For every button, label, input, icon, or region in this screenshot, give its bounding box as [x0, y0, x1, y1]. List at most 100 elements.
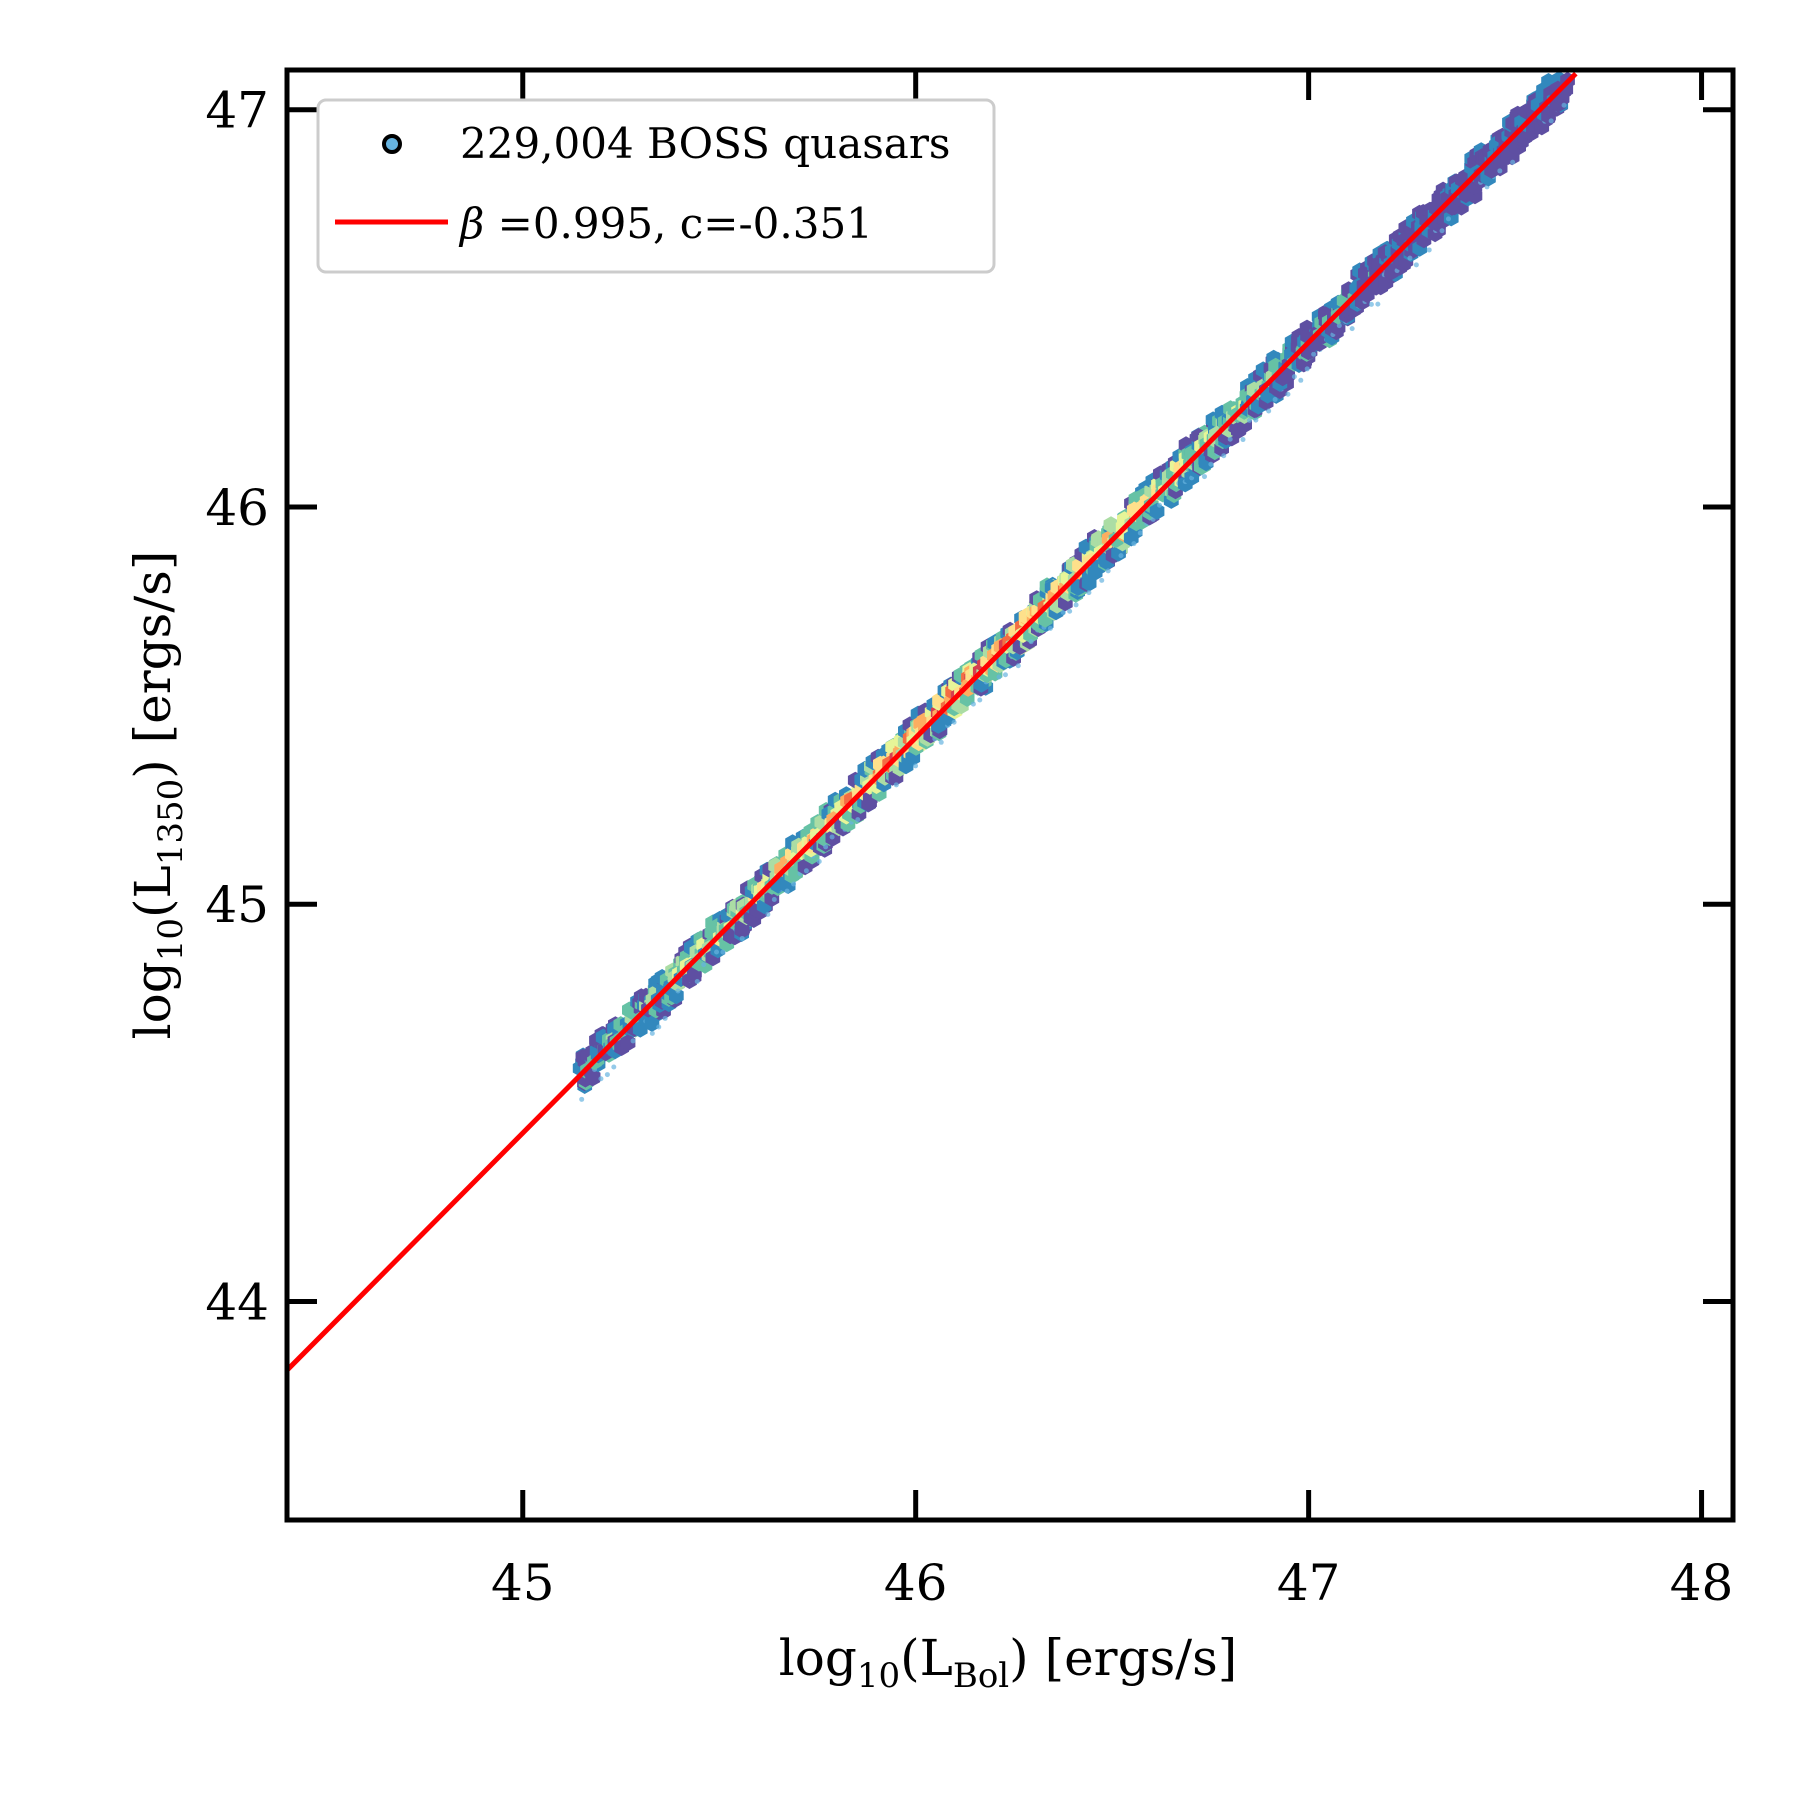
quasar-point: [1291, 374, 1297, 380]
quasar-point: [1510, 159, 1516, 165]
quasar-point: [1298, 377, 1304, 383]
quasar-point: [1439, 228, 1445, 234]
quasar-point: [579, 1096, 585, 1102]
quasar-point: [656, 1024, 662, 1030]
quasar-point: [1118, 553, 1124, 559]
quasar-point: [1227, 436, 1233, 442]
quasar-point: [938, 739, 944, 745]
quasar-point: [1208, 461, 1214, 467]
legend-label-quasars: 229,004 BOSS quasars: [460, 119, 950, 168]
quasar-point: [791, 881, 797, 887]
quasar-point: [1304, 366, 1310, 372]
quasar-point: [1047, 625, 1053, 631]
quasar-point: [1266, 408, 1272, 414]
quasar-point: [1067, 608, 1073, 614]
quasar-point: [1201, 474, 1207, 480]
legend-label-fit-beta: β: [458, 199, 484, 248]
y-tick-label: 45: [205, 876, 269, 934]
quasar-point: [1426, 247, 1432, 253]
quasar-point: [1099, 577, 1105, 583]
y-axis-label: log10(L1350) [ergs/s]: [124, 551, 191, 1040]
quasar-point: [816, 858, 822, 864]
quasar-point: [1073, 602, 1079, 608]
quasar-point: [1407, 255, 1413, 261]
quasar-point: [649, 1030, 655, 1036]
quasar-point: [803, 868, 809, 874]
y-tick-label: 46: [205, 479, 269, 537]
legend-marker-quasars: [382, 134, 402, 154]
quasar-point: [611, 1064, 617, 1070]
quasar-point: [1285, 391, 1291, 397]
quasar-point: [1131, 541, 1137, 547]
quasar-point: [739, 935, 745, 941]
quasar-point: [1086, 590, 1092, 596]
x-tick-label: 48: [1670, 1554, 1734, 1612]
quasar-point: [996, 674, 1002, 680]
y-axis-label-sub: 1350: [151, 779, 191, 866]
y-axis-label-open: (L: [124, 865, 182, 918]
y-axis-label-close: ) [ergs/s]: [124, 551, 182, 779]
density-hexbin: [723, 927, 738, 945]
quasar-point: [970, 701, 976, 707]
quasar-point: [823, 844, 829, 850]
legend-box: [316, 98, 996, 274]
x-axis-label-log-sub: 10: [857, 1656, 900, 1696]
quasar-point: [1240, 437, 1246, 443]
quasar-point: [1497, 168, 1503, 174]
legend-label-fit-rest: =0.995, c=-0.351: [484, 199, 873, 248]
quasar-point: [1368, 301, 1374, 307]
plot-frame: [284, 67, 1736, 1523]
quasar-point: [1413, 262, 1419, 268]
fit-line: [287, 71, 1578, 1372]
quasar-point: [1028, 639, 1034, 645]
quasar-point: [1272, 396, 1278, 402]
quasar-point: [951, 719, 957, 725]
quasar-point: [630, 1038, 636, 1044]
quasar-point: [1375, 301, 1381, 307]
x-axis-label-log: log: [779, 1629, 857, 1687]
y-tick-label: 47: [205, 82, 269, 140]
x-axis-label-sub: Bol: [953, 1656, 1009, 1696]
x-tick-label: 47: [1277, 1554, 1341, 1612]
quasar-point: [675, 988, 681, 994]
quasar-point: [1060, 609, 1066, 615]
quasar-point: [694, 978, 700, 984]
quasar-point: [1349, 326, 1355, 332]
x-axis-ticks: 45 46 47 48: [491, 70, 1733, 1612]
quasar-point: [714, 949, 720, 955]
quasar-point: [893, 782, 899, 788]
quasar-point: [977, 697, 983, 703]
quasar-point: [855, 817, 861, 823]
quasar-point: [913, 763, 919, 769]
quasar-point: [1105, 568, 1111, 574]
quasar-point: [598, 1076, 604, 1082]
quasar-point: [1445, 216, 1451, 222]
y-axis-label-log: log: [124, 961, 182, 1039]
x-axis-label-close: ) [ergs/s]: [1009, 1629, 1237, 1687]
x-axis-label: log10(LBol) [ergs/s]: [779, 1629, 1238, 1696]
legend-label-fit: β =0.995, c=-0.351: [458, 199, 873, 248]
legend: 229,004 BOSS quasars β =0.995, c=-0.351: [316, 98, 996, 274]
y-tick-label: 44: [205, 1274, 269, 1332]
x-tick-label: 46: [884, 1554, 948, 1612]
quasar-point: [720, 949, 726, 955]
y-axis-label-log-sub: 10: [151, 918, 191, 961]
quasar-point: [784, 888, 790, 894]
density-hexbin: [620, 1034, 636, 1052]
quasar-point: [662, 1015, 668, 1021]
quasar-point: [604, 1072, 610, 1078]
quasar-point: [1246, 417, 1252, 423]
quasar-point: [771, 896, 777, 902]
density-hexbin: [585, 1069, 600, 1087]
y-axis-ticks: 44 45 46 47: [205, 82, 1733, 1332]
quasar-point: [1253, 417, 1259, 423]
quasar-point: [1561, 102, 1567, 108]
x-axis-label-open: (L: [900, 1629, 953, 1687]
quasar-point: [1015, 663, 1021, 669]
quasar-point: [1311, 351, 1317, 357]
x-tick-label: 45: [491, 1554, 555, 1612]
quasar-point: [1137, 530, 1143, 536]
quasar-point: [1548, 118, 1554, 124]
